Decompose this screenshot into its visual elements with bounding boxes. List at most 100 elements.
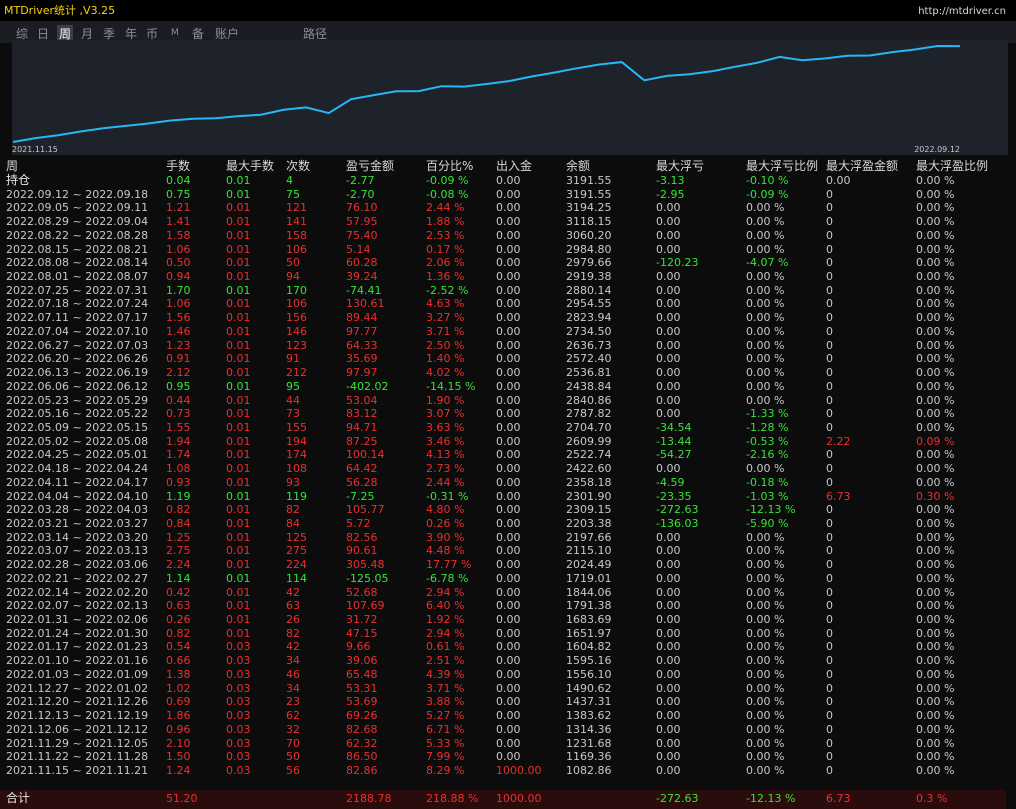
table-cell: 42	[286, 585, 300, 599]
balance-line	[12, 44, 961, 143]
table-cell: 86.50	[346, 750, 378, 764]
table-cell: 53.31	[346, 681, 378, 695]
table-cell: 0.01	[226, 517, 251, 530]
table-cell: 0.00 %	[746, 750, 785, 764]
table-cell: 73	[286, 407, 300, 421]
end-date: 2022.09.12	[914, 145, 960, 154]
table-cell: 0.01	[226, 585, 251, 599]
table-cell: 2358.18	[566, 475, 612, 489]
tab[interactable]: 季	[103, 27, 116, 41]
tab[interactable]: 备	[192, 27, 205, 41]
table-cell: 0.84	[166, 517, 191, 530]
table-cell: 0.00	[656, 544, 681, 558]
table-cell: 0.42	[166, 585, 191, 599]
table-cell: 1604.82	[566, 640, 612, 654]
table-cell: 0.01	[226, 571, 251, 585]
tab[interactable]: 综	[16, 27, 29, 41]
table-cell: -0.09 %	[426, 174, 469, 187]
table-cell: 212	[286, 366, 307, 380]
table-cell: 0.00	[496, 187, 521, 201]
table-cell: 1.14	[166, 571, 191, 585]
table-cell: 84	[286, 517, 300, 530]
table-cell: -54.27	[656, 448, 692, 462]
table-cell: 1.38	[166, 667, 191, 681]
table-cell: 0.00	[656, 530, 681, 544]
tab[interactable]: 账户	[215, 27, 240, 41]
table-cell: 0.00	[656, 462, 681, 476]
table-cell: 1.25	[166, 530, 191, 544]
table-cell: 2022.02.28 ~ 2022.03.06	[6, 558, 149, 572]
total-cell: 1000.00	[496, 792, 542, 805]
table-cell: 0.01	[226, 393, 251, 407]
table-cell: 2115.10	[566, 544, 612, 558]
table-cell: 1683.69	[566, 613, 612, 627]
table-cell: 0.00 %	[746, 667, 785, 681]
table-cell: 0.00	[496, 571, 521, 585]
table-cell: 0.01	[226, 407, 251, 421]
table-cell: 0.95	[166, 379, 191, 393]
table-cell: 0	[826, 558, 833, 572]
table-cell: -4.07 %	[746, 256, 789, 270]
table-cell: 100.14	[346, 448, 385, 462]
table-cell: 0.00 %	[746, 681, 785, 695]
table-cell: 0.01	[226, 187, 251, 201]
table-cell: -12.13 %	[746, 503, 796, 517]
tab[interactable]: 月	[81, 27, 94, 41]
table-cell: 2.51 %	[426, 654, 465, 668]
table-cell: -5.90 %	[746, 517, 789, 530]
table-cell: 0	[826, 270, 833, 284]
table-cell: 2609.99	[566, 434, 612, 448]
table-cell: 0	[826, 654, 833, 668]
table-cell: 0.00 %	[916, 722, 955, 736]
table-cell: -1.28 %	[746, 420, 789, 434]
table-cell: 0.00 %	[916, 352, 955, 366]
table-cell: 2422.60	[566, 462, 612, 476]
url[interactable]: http://mtdriver.cn	[918, 6, 1006, 17]
table-cell: 0.00 %	[916, 709, 955, 723]
table-cell: 0.00	[656, 626, 681, 640]
table-cell: 1844.06	[566, 585, 612, 599]
table-cell: 0.00	[496, 407, 521, 421]
tab[interactable]: 周	[57, 25, 74, 42]
table-cell: 4.02 %	[426, 366, 465, 380]
tab[interactable]: 日	[37, 27, 50, 41]
table-cell: 0.00 %	[746, 626, 785, 640]
table-cell: 0.00	[496, 393, 521, 407]
table-cell: 0.01	[226, 366, 251, 380]
table-cell: 0.00	[656, 297, 681, 311]
tab[interactable]: M	[171, 28, 179, 38]
table-cell: 0.03	[226, 654, 251, 668]
start-date: 2021.11.15	[12, 145, 58, 154]
table-cell: 1.36 %	[426, 270, 465, 284]
tab[interactable]: 年	[125, 27, 138, 41]
table-cell: 82.86	[346, 763, 378, 777]
table-cell: 2.73 %	[426, 462, 465, 476]
table-cell: 0.00	[496, 626, 521, 640]
table-cell: 4	[286, 174, 293, 187]
table-cell: 0.00 %	[746, 585, 785, 599]
table-cell: 0.00 %	[746, 215, 785, 229]
table-cell: 70	[286, 736, 300, 750]
total-row-bg	[0, 790, 1006, 809]
table-cell: 2984.80	[566, 242, 612, 256]
table-cell: 0	[826, 311, 833, 325]
table-cell: -2.77	[346, 174, 375, 187]
table-cell: 2.12	[166, 366, 191, 380]
tab[interactable]: 路径	[303, 27, 328, 41]
tab[interactable]: 币	[146, 27, 159, 41]
table-cell: 119	[286, 489, 307, 503]
table-cell: 0	[826, 599, 833, 613]
table-cell: 0.00 %	[746, 366, 785, 380]
table-cell: 2022.01.24 ~ 2022.01.30	[6, 626, 149, 640]
table-cell: 0.00	[656, 366, 681, 380]
table-cell: 0.26	[166, 613, 191, 627]
table-cell: 174	[286, 448, 307, 462]
table-cell: 0.00	[656, 763, 681, 777]
table-cell: 0.00 %	[746, 270, 785, 284]
table-cell: 3.88 %	[426, 695, 465, 709]
table-cell: -2.70	[346, 187, 375, 201]
table-cell: 57.95	[346, 215, 378, 229]
table-cell: 3.71 %	[426, 681, 465, 695]
total-cell: 6.73	[826, 792, 851, 805]
table-cell: 2203.38	[566, 517, 612, 530]
